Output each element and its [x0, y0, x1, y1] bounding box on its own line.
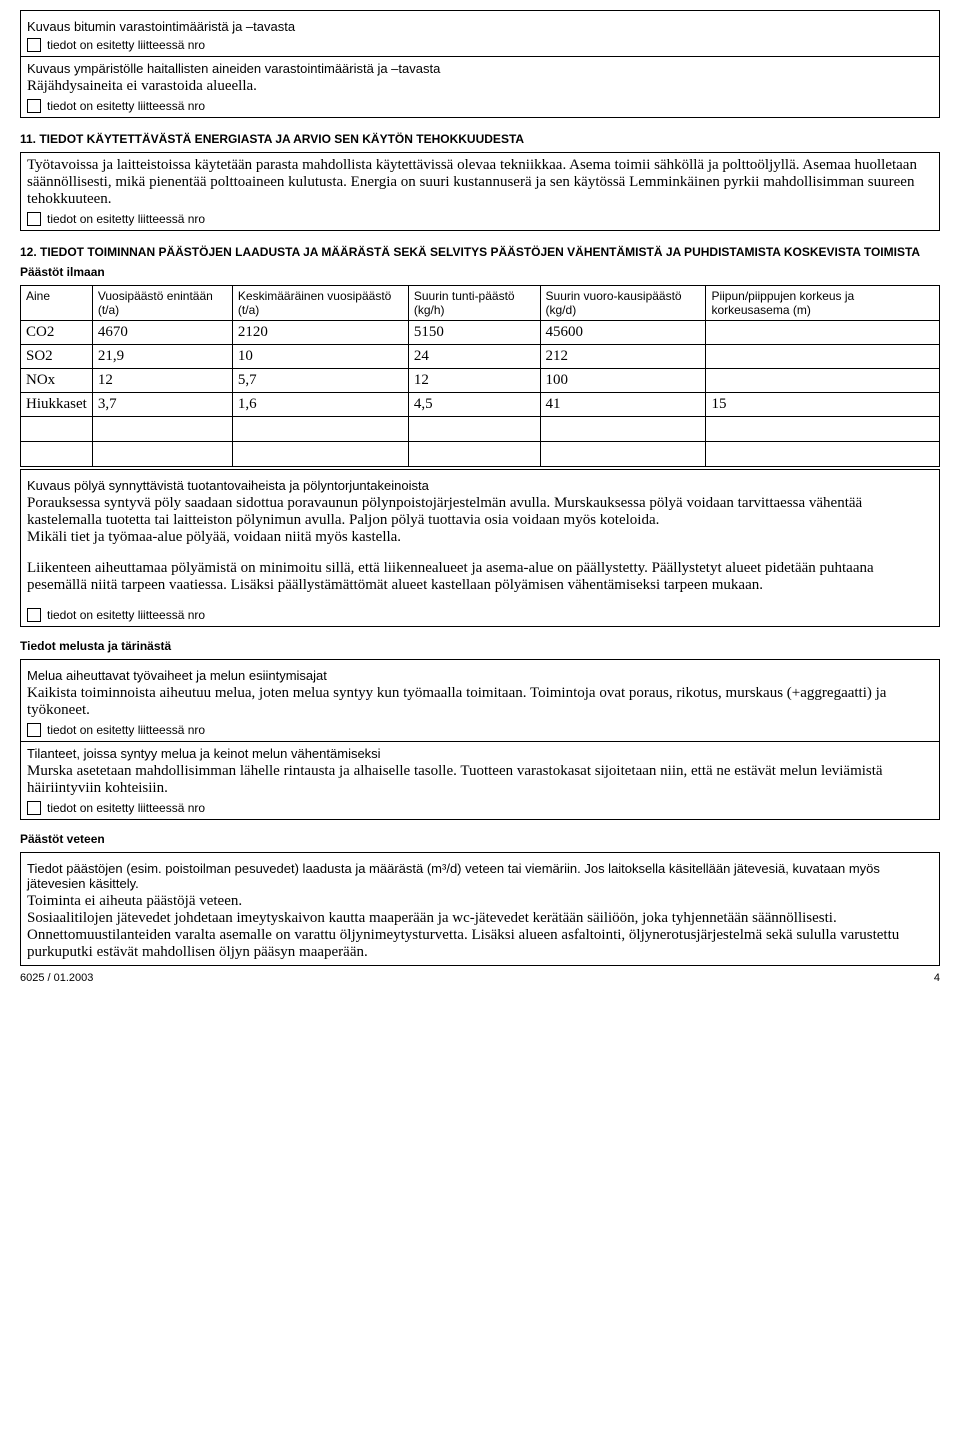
cell: 1,6 — [232, 393, 408, 417]
box-dust: Kuvaus pölyä synnyttävistä tuotantovaihe… — [20, 469, 940, 627]
water-p1: Toiminta ei aiheuta päästöjä veteen. — [27, 893, 933, 910]
attachment-line: tiedot on esitetty liitteessä nro — [27, 801, 933, 815]
dust-p2: Mikäli tiet ja työmaa-alue pölyää, voida… — [27, 529, 933, 546]
table-row — [21, 417, 940, 442]
cell — [706, 369, 940, 393]
water-sub1: Tiedot päästöjen (esim. poistoilman pesu… — [27, 861, 933, 891]
cell — [408, 417, 540, 442]
dust-p1: Porauksessa syntyvä pöly saadaan sidottu… — [27, 495, 933, 529]
cell: 15 — [706, 393, 940, 417]
cell: Hiukkaset — [21, 393, 93, 417]
cell: NOx — [21, 369, 93, 393]
cell — [540, 442, 706, 467]
hazardous-title: Kuvaus ympäristölle haitallisten aineide… — [27, 61, 933, 76]
cell — [706, 442, 940, 467]
cell — [706, 345, 940, 369]
section-11-heading: 11. TIEDOT KÄYTETTÄVÄSTÄ ENERGIASTA JA A… — [20, 132, 940, 146]
attachment-line: tiedot on esitetty liitteessä nro — [27, 38, 933, 52]
cell: 100 — [540, 369, 706, 393]
noise-p1: Kaikista toiminnoista aiheutuu melua, jo… — [27, 685, 933, 719]
attachment-line: tiedot on esitetty liitteessä nro — [27, 608, 933, 622]
col-vuosi-avg: Keskimääräinen vuosipäästö (t/a) — [232, 286, 408, 321]
attachment-line: tiedot on esitetty liitteessä nro — [27, 212, 933, 226]
cell: 24 — [408, 345, 540, 369]
hazardous-line1: Räjähdysaineita ei varastoida alueella. — [27, 78, 933, 95]
noise-heading: Tiedot melusta ja tärinästä — [20, 639, 940, 653]
bitumen-title: Kuvaus bitumin varastointimääristä ja –t… — [27, 19, 933, 34]
water-heading: Päästöt veteen — [20, 832, 940, 846]
col-aine: Aine — [21, 286, 93, 321]
col-piippu: Piipun/piippujen korkeus ja korkeusasema… — [706, 286, 940, 321]
cell: 5,7 — [232, 369, 408, 393]
page-footer: 6025 / 01.2003 4 — [20, 972, 940, 984]
cell: 12 — [92, 369, 232, 393]
energy-body: Työtavoissa ja laitteistoissa käytetään … — [27, 157, 933, 208]
emissions-air-heading: Päästöt ilmaan — [20, 265, 940, 279]
cell: 45600 — [540, 321, 706, 345]
table-row: SO2 21,9 10 24 212 — [21, 345, 940, 369]
emissions-table: Aine Vuosipäästö enintään (t/a) Keskimää… — [20, 285, 940, 467]
attachment-line: tiedot on esitetty liitteessä nro — [27, 99, 933, 113]
noise-p2: Murska asetetaan mahdollisimman lähelle … — [27, 763, 933, 797]
cell — [232, 417, 408, 442]
box-noise: Melua aiheuttavat työvaiheet ja melun es… — [20, 659, 940, 820]
attachment-label: tiedot on esitetty liitteessä nro — [47, 801, 205, 815]
attachment-label: tiedot on esitetty liitteessä nro — [47, 608, 205, 622]
checkbox-icon[interactable] — [27, 801, 41, 815]
cell — [21, 417, 93, 442]
cell: SO2 — [21, 345, 93, 369]
cell — [92, 417, 232, 442]
table-row: CO2 4670 2120 5150 45600 — [21, 321, 940, 345]
cell — [92, 442, 232, 467]
cell: CO2 — [21, 321, 93, 345]
col-vuosi-max: Vuosipäästö enintään (t/a) — [92, 286, 232, 321]
footer-right: 4 — [934, 972, 940, 984]
attachment-line: tiedot on esitetty liitteessä nro — [27, 723, 933, 737]
cell: 3,7 — [92, 393, 232, 417]
col-tunti: Suurin tunti-päästö (kg/h) — [408, 286, 540, 321]
cell — [21, 442, 93, 467]
dust-p3: Liikenteen aiheuttamaa pölyämistä on min… — [27, 560, 933, 594]
cell: 21,9 — [92, 345, 232, 369]
cell: 10 — [232, 345, 408, 369]
cell — [706, 321, 940, 345]
box-water: Tiedot päästöjen (esim. poistoilman pesu… — [20, 852, 940, 966]
cell: 12 — [408, 369, 540, 393]
cell: 5150 — [408, 321, 540, 345]
table-header-row: Aine Vuosipäästö enintään (t/a) Keskimää… — [21, 286, 940, 321]
section-12-heading: 12. TIEDOT TOIMINNAN PÄÄSTÖJEN LAADUSTA … — [20, 245, 940, 259]
noise-sub1: Melua aiheuttavat työvaiheet ja melun es… — [27, 668, 933, 683]
cell — [706, 417, 940, 442]
cell: 41 — [540, 393, 706, 417]
noise-sub2: Tilanteet, joissa syntyy melua ja keinot… — [27, 746, 933, 761]
footer-left: 6025 / 01.2003 — [20, 972, 93, 984]
box-bitumen-storage: Kuvaus bitumin varastointimääristä ja –t… — [20, 10, 940, 118]
table-row: NOx 12 5,7 12 100 — [21, 369, 940, 393]
attachment-label: tiedot on esitetty liitteessä nro — [47, 723, 205, 737]
cell: 4670 — [92, 321, 232, 345]
cell — [232, 442, 408, 467]
cell — [408, 442, 540, 467]
box-energy: Työtavoissa ja laitteistoissa käytetään … — [20, 152, 940, 231]
checkbox-icon[interactable] — [27, 212, 41, 226]
attachment-label: tiedot on esitetty liitteessä nro — [47, 99, 205, 113]
table-row — [21, 442, 940, 467]
checkbox-icon[interactable] — [27, 723, 41, 737]
cell: 4,5 — [408, 393, 540, 417]
attachment-label: tiedot on esitetty liitteessä nro — [47, 212, 205, 226]
checkbox-icon[interactable] — [27, 99, 41, 113]
water-p2: Sosiaalitilojen jätevedet johdetaan imey… — [27, 910, 933, 961]
col-vuorokausi: Suurin vuoro-kausipäästö (kg/d) — [540, 286, 706, 321]
cell: 212 — [540, 345, 706, 369]
attachment-label: tiedot on esitetty liitteessä nro — [47, 38, 205, 52]
cell — [540, 417, 706, 442]
checkbox-icon[interactable] — [27, 608, 41, 622]
checkbox-icon[interactable] — [27, 38, 41, 52]
dust-title: Kuvaus pölyä synnyttävistä tuotantovaihe… — [27, 478, 933, 493]
cell: 2120 — [232, 321, 408, 345]
table-row: Hiukkaset 3,7 1,6 4,5 41 15 — [21, 393, 940, 417]
